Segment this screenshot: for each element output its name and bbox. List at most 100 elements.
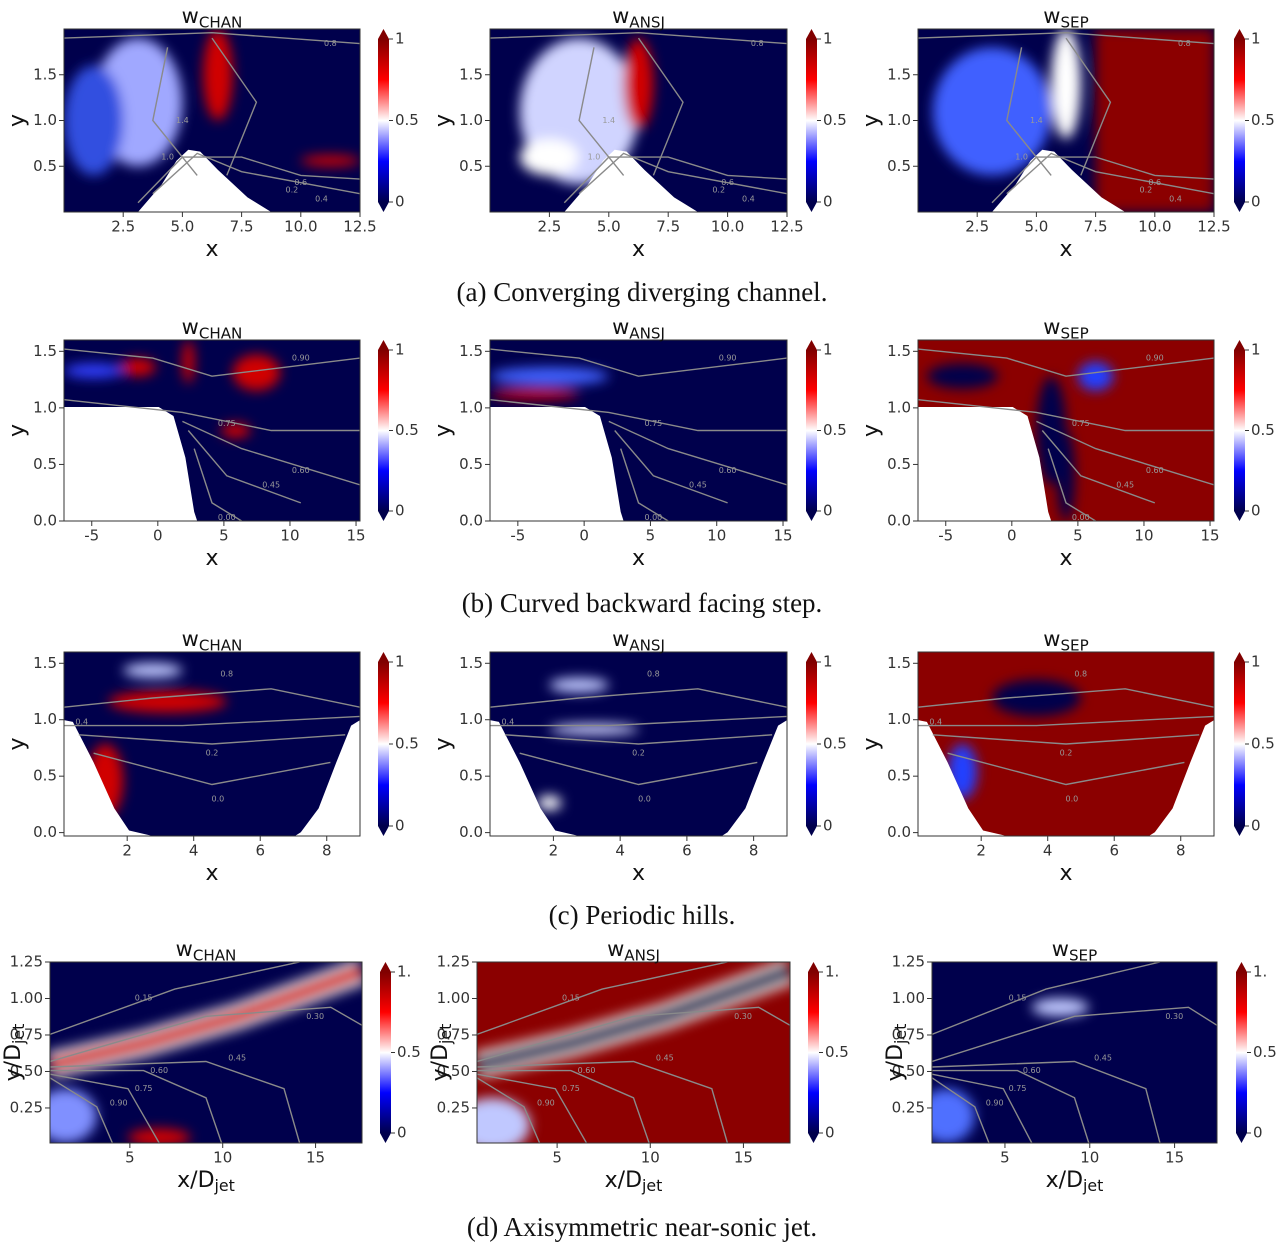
panel-title-subscript: CHAN [199, 637, 243, 655]
y-axis-label: y [431, 424, 456, 437]
contour-label: 0.60 [150, 1066, 168, 1075]
field-blob [128, 1128, 191, 1143]
contour-label: 0.75 [1072, 419, 1090, 428]
x-axis-label: x [1059, 861, 1072, 886]
y-tick-label: 0.0 [459, 512, 483, 530]
colorbar-extend-min [808, 1133, 819, 1143]
x-tick-label: 10 [641, 1149, 660, 1167]
field-band [50, 963, 362, 1073]
x-axis-label: x [632, 546, 645, 571]
field-blob [182, 340, 195, 384]
y-axis-label: y [5, 114, 30, 127]
x-axis-label-text: x [1059, 237, 1072, 262]
colorbar [378, 39, 389, 202]
y-tick-label: 1.0 [887, 111, 911, 129]
panel: 0.150.300.450.600.750.905 10 150.250.500.7… [883, 937, 1277, 1194]
panel-title: wSEP [1052, 937, 1097, 965]
colorbar-tick-label: 0 [823, 817, 833, 835]
x-axis-label: x [632, 237, 645, 262]
colorbar [1236, 972, 1247, 1133]
field-blob [932, 47, 1052, 176]
colorbar [378, 662, 389, 826]
panel-title-subscript: CHAN [193, 947, 237, 965]
plot-frame [489, 651, 788, 837]
panel: 0.8 0.4 0.2 0.0 2 4 6 8 0.0 0.5 1.0 1.5 wANSJ x y 0 0.5 1 [431, 627, 847, 886]
y-tick-label: 0.75 [892, 1025, 925, 1043]
contour-line [477, 1069, 650, 1143]
contour-label: 0.0 [212, 795, 225, 804]
x-tick-label: 5.0 [1024, 218, 1048, 236]
contour-label: 0.8 [1178, 39, 1191, 48]
panel-title: wSEP [1043, 315, 1088, 343]
colorbar-tick-label: 0.5 [1251, 421, 1275, 439]
colorbar-extend-min [1236, 1133, 1247, 1143]
y-tick-label: 1.5 [33, 65, 57, 83]
panel-title-text: w [1052, 937, 1069, 961]
colorbar-extend-max [1234, 29, 1245, 39]
panel-title-subscript: SEP [1069, 947, 1097, 965]
field-blob [232, 354, 281, 391]
panel-title-subscript: ANSJ [624, 947, 660, 965]
contour-label: 0.45 [262, 480, 280, 489]
colorbar-extend-min [1234, 202, 1245, 212]
x-axis-label-text: x/D [605, 1168, 642, 1193]
plot-frame [489, 339, 788, 522]
contour-label: 0.2 [286, 186, 299, 195]
field-blob [220, 423, 251, 438]
y-axis-label-text: y [5, 737, 30, 750]
field-blobs [477, 962, 790, 1143]
caption: (a) Converging diverging channel. [457, 277, 828, 307]
contour-line [504, 734, 773, 745]
x-tick-label: 8 [749, 842, 759, 860]
colorbar-extend-min [378, 826, 389, 836]
panel-title: wCHAN [182, 627, 243, 655]
field: 0.8 0.4 0.2 0.0 [918, 652, 1214, 836]
x-axis-label: x [1059, 546, 1072, 571]
contour-line [64, 688, 360, 708]
caption: (b) Curved backward facing step. [462, 588, 823, 618]
contour-label: 0.4 [742, 195, 755, 204]
field-blob [1031, 998, 1089, 1017]
x-tick-label: 5 [646, 527, 656, 545]
x-axis-label: x [1059, 237, 1072, 262]
y-axis-label: y [5, 424, 30, 437]
geometry [992, 149, 1126, 212]
x-tick-label: 0 [153, 527, 163, 545]
plot-frame [63, 651, 361, 837]
field-blob [123, 663, 183, 678]
geometry [490, 720, 580, 836]
contour-label: 0.0 [1066, 795, 1079, 804]
contour-line [477, 1077, 541, 1143]
panel-title-subscript: ANSJ [629, 637, 665, 655]
x-tick-label: 12.5 [343, 218, 376, 236]
y-tick-label: 1.25 [10, 953, 43, 971]
x-tick-label: 2 [976, 842, 986, 860]
panel-title-subscript: CHAN [199, 325, 243, 343]
colorbar-extend-min [1234, 826, 1245, 836]
contour-label: 0.60 [719, 466, 737, 475]
panel: 0.900.750.600.450.00-5 0 5 10 150.00.51.01.5… [431, 315, 847, 571]
geometry [138, 149, 272, 212]
y-tick-label: 0.75 [437, 1025, 470, 1043]
contour-label: 0.2 [206, 749, 219, 758]
colorbar-tick-label: 0.5 [1251, 735, 1275, 753]
contour-line [477, 1060, 729, 1143]
colorbar-tick-label: 1 [395, 30, 405, 48]
contour-line [932, 1060, 1161, 1143]
contour-line [932, 1006, 1217, 1063]
contour-label: 0.45 [228, 1053, 246, 1062]
y-axis-label-subscript: jet [8, 1024, 27, 1045]
colorbar-extend-min [806, 202, 817, 212]
panel-title-text: w [182, 627, 199, 651]
contour-line [64, 348, 360, 377]
plot-frame [931, 961, 1218, 1144]
x-tick-label: 4 [615, 842, 625, 860]
plot-frame [63, 339, 361, 522]
contour-label: 0.2 [1140, 186, 1153, 195]
x-tick-label: 15 [306, 1149, 325, 1167]
contour-line [187, 430, 302, 504]
panel-title-text: w [1043, 4, 1060, 28]
contour-line [152, 152, 360, 195]
x-tick-label: 6 [682, 842, 692, 860]
contour-label: 0.4 [315, 195, 328, 204]
